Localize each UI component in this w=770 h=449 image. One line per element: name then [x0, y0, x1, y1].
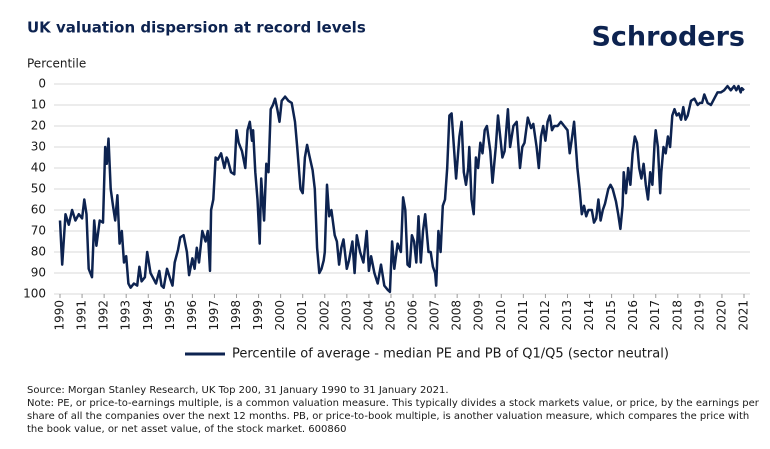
- y-tick-label: 80: [31, 245, 46, 259]
- x-tick-label: 2000: [273, 300, 287, 331]
- x-tick-label: 2009: [472, 300, 486, 331]
- legend-label: Percentile of average - median PE and PB…: [232, 347, 669, 362]
- y-tick-label: 0: [38, 77, 46, 91]
- x-tick-label: 1991: [75, 300, 89, 331]
- x-tick-label: 1996: [185, 300, 199, 331]
- y-tick-label: 20: [31, 119, 46, 133]
- x-tick-label: 1992: [97, 300, 111, 331]
- plot: Percentile of average - median PE and PB…: [58, 84, 745, 362]
- y-tick-label: 90: [31, 266, 46, 280]
- x-tick-label: 2010: [494, 300, 508, 331]
- x-tick-label: 2005: [383, 300, 397, 331]
- x-tick-label: 2004: [361, 300, 375, 331]
- x-tick-label: 2013: [560, 300, 574, 331]
- x-tick-label: 2019: [692, 300, 706, 331]
- notes: Source: Morgan Stanley Research, UK Top …: [27, 385, 760, 435]
- x-tick-label: 1993: [119, 300, 133, 331]
- grid: 0 10 20 30 40 50 60 70 80 90 100 1990 1991 1992 1993 19…: [23, 77, 750, 331]
- x-tick-label: 2015: [604, 300, 618, 331]
- x-tick-label: 2020: [714, 300, 728, 331]
- x-tick-label: 1999: [251, 300, 265, 331]
- y-tick-label: 30: [31, 140, 46, 154]
- y-tick-label: 40: [31, 161, 46, 175]
- brand-logo: Schroders: [591, 22, 745, 53]
- x-tick-label: 2021: [737, 300, 751, 331]
- source-note: share of all the companies over the next…: [27, 411, 749, 422]
- x-tick-label: 1990: [53, 300, 67, 331]
- source-note: Note: PE, or price-to-earnings multiple,…: [27, 398, 760, 409]
- x-tick-label: 2018: [670, 300, 684, 331]
- x-tick-label: 2017: [648, 300, 662, 331]
- y-tick-label: 100: [23, 287, 46, 301]
- x-tick-label: 2003: [339, 300, 353, 331]
- y-tick-label: 50: [31, 182, 46, 196]
- source-note: Source: Morgan Stanley Research, UK Top …: [27, 385, 449, 396]
- x-tick-label: 2006: [406, 300, 420, 331]
- y-tick-label: 70: [31, 224, 46, 238]
- x-tick-label: 1995: [163, 300, 177, 331]
- y-tick-label: 60: [31, 203, 46, 217]
- x-tick-label: 1997: [207, 300, 221, 331]
- y-axis-label: Percentile: [27, 57, 86, 71]
- x-tick-label: 1994: [141, 300, 155, 331]
- chart-title: UK valuation dispersion at record levels: [27, 19, 366, 37]
- x-tick-label: 2011: [516, 300, 530, 331]
- x-tick-label: 2002: [317, 300, 331, 331]
- y-tick-label: 10: [31, 98, 46, 112]
- x-tick-label: 2014: [582, 300, 596, 331]
- x-tick-label: 2016: [626, 300, 640, 331]
- x-tick-label: 2008: [450, 300, 464, 331]
- source-note: the book value, or net asset value, of t…: [27, 424, 346, 435]
- x-tick-label: 2012: [538, 300, 552, 331]
- x-tick-label: 1998: [229, 300, 243, 331]
- x-tick-label: 2001: [295, 300, 309, 331]
- x-tick-label: 2007: [428, 300, 442, 331]
- data-line: [58, 84, 745, 294]
